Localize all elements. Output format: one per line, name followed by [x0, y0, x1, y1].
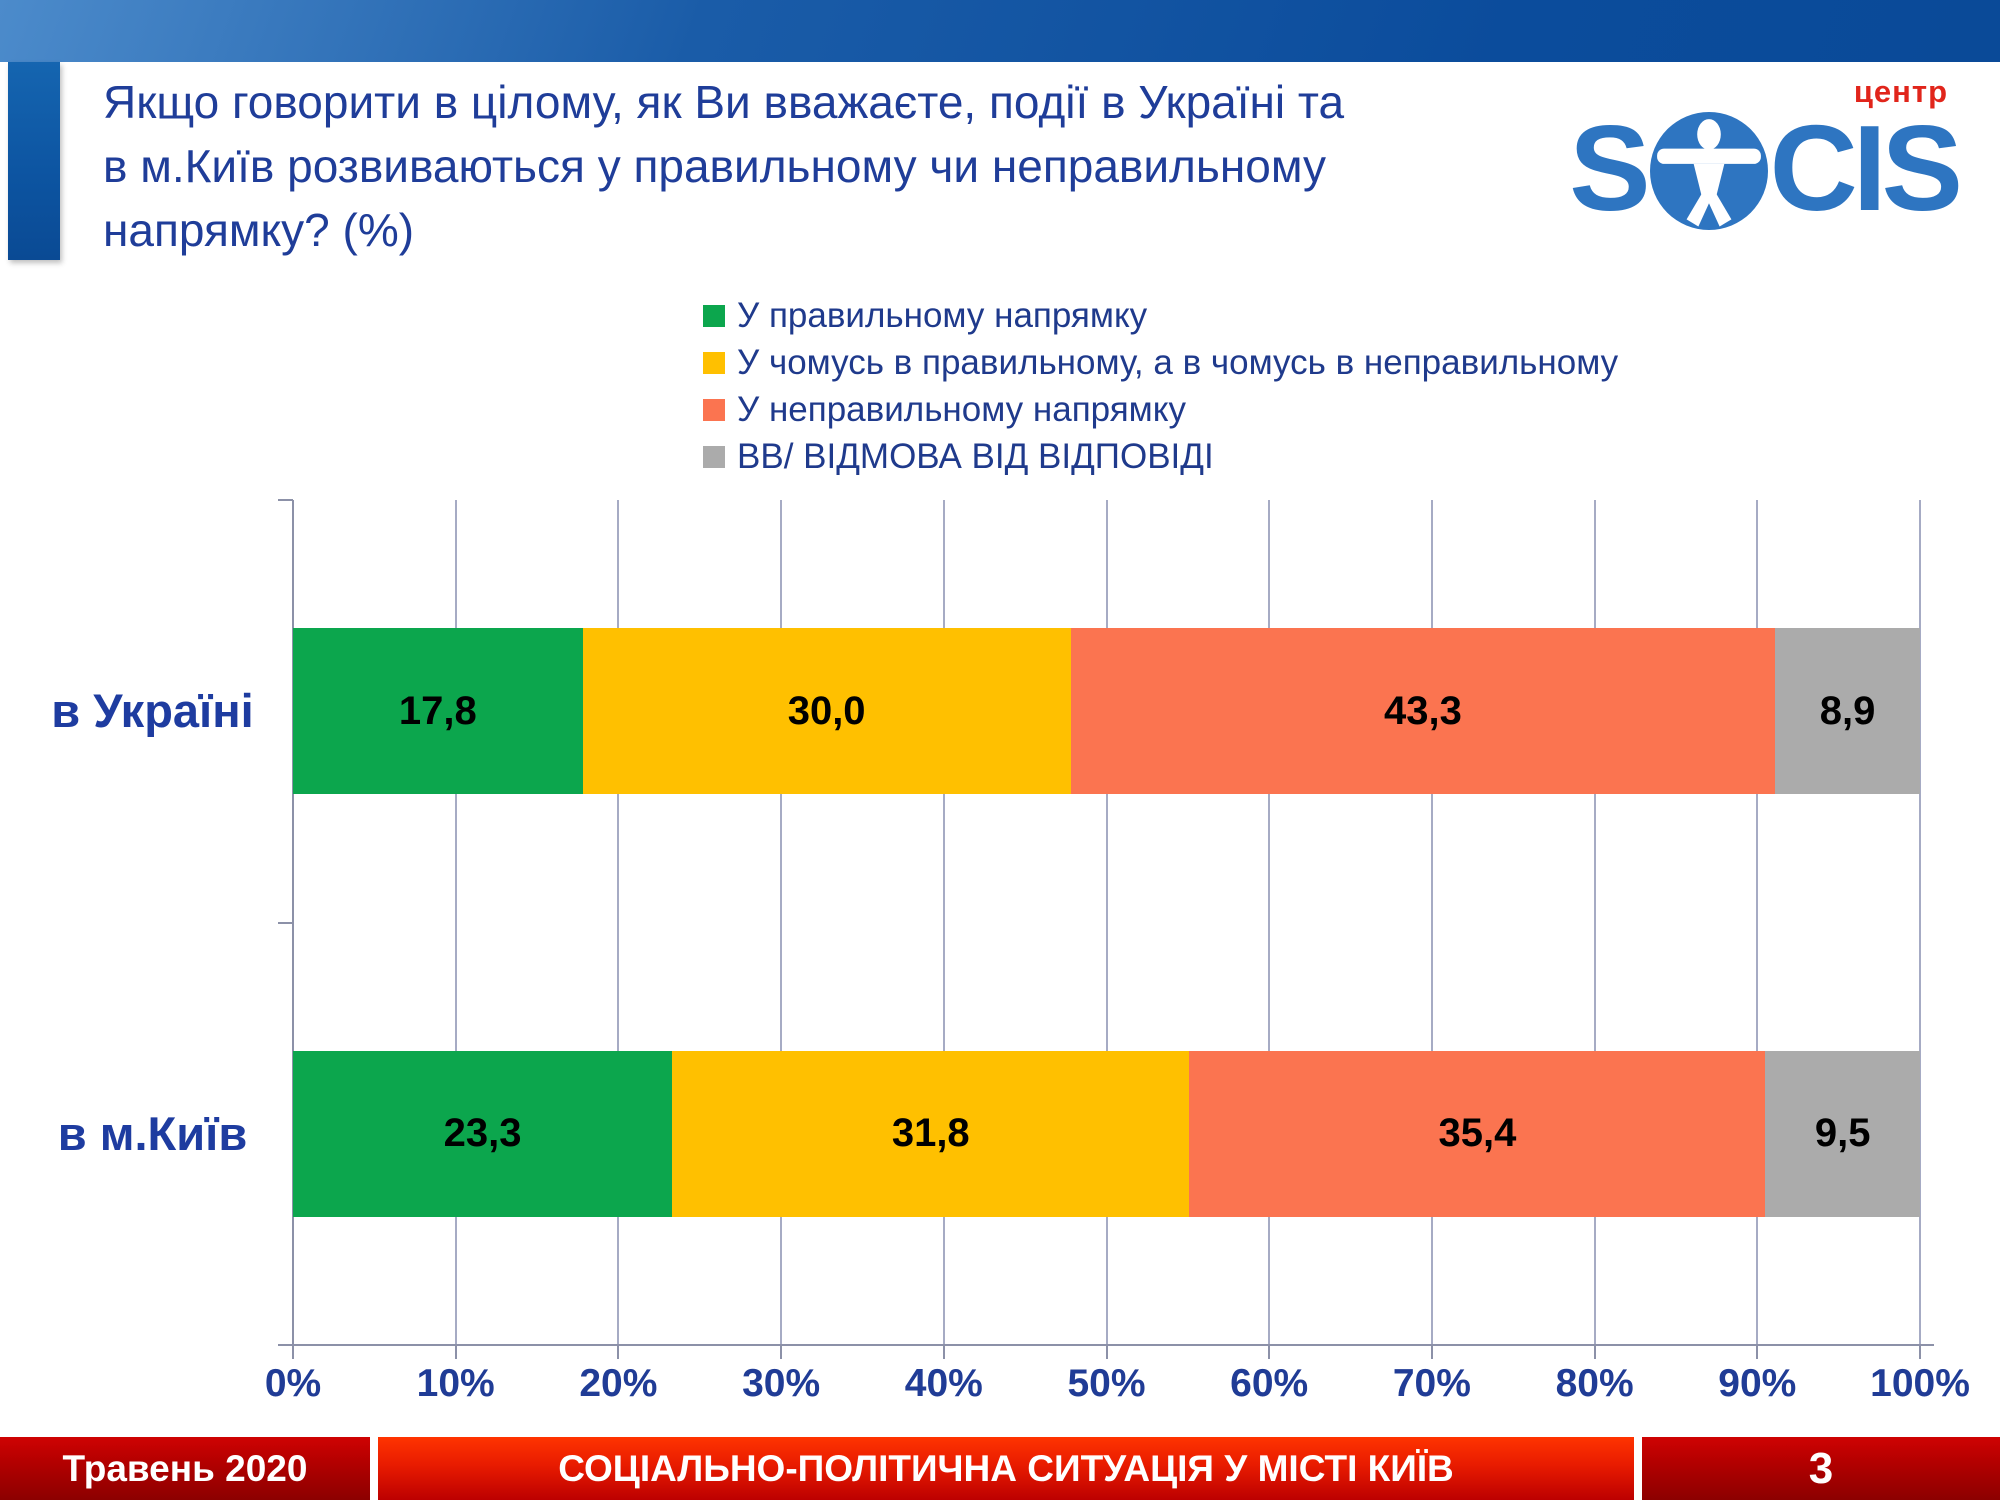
x-axis-tick — [1919, 1346, 1921, 1359]
gridline — [1430, 500, 1433, 1345]
x-axis-tick — [1268, 1346, 1271, 1359]
legend-label: У чомусь в правильному, а в чомусь в неп… — [737, 343, 1619, 382]
legend-label: У правильному напрямку — [737, 296, 1148, 335]
x-tick-label: 80% — [1555, 1362, 1634, 1405]
bar-row: 17,8 30,0 43,3 8,9 — [293, 500, 1920, 923]
gridline — [942, 500, 945, 1345]
gridline — [1756, 500, 1759, 1345]
x-tick-label: 40% — [904, 1362, 983, 1405]
x-axis-tick — [942, 1346, 945, 1359]
bar-segment: 30,0 — [582, 628, 1071, 794]
header-band — [0, 0, 2000, 62]
gridline — [1919, 500, 1921, 1345]
footer-date-label: Травень 2020 — [62, 1447, 308, 1489]
logo-letters-cis: CIS — [1769, 100, 1963, 236]
x-axis-tick — [1756, 1346, 1759, 1359]
category-label: в Україні — [51, 684, 254, 737]
x-tick-label: 90% — [1718, 1362, 1797, 1405]
vitruvian-person-icon — [1649, 112, 1768, 230]
bar-value-label: 23,3 — [443, 1111, 522, 1155]
bar-value-label: 35,4 — [1438, 1111, 1517, 1155]
x-tick-label: 0% — [264, 1362, 322, 1405]
legend-swatch — [703, 352, 725, 374]
gridline — [454, 500, 457, 1345]
logo-wordmark: S CIS — [1569, 100, 1963, 236]
x-tick-label: 100% — [1870, 1362, 1970, 1405]
legend-item: У правильному напрямку — [703, 297, 1618, 335]
bar-value-label: 9,5 — [1814, 1111, 1871, 1155]
footer-title-box: СОЦІАЛЬНО-ПОЛІТИЧНА СИТУАЦІЯ У МІСТІ КИЇ… — [378, 1437, 1634, 1500]
x-axis-tick — [780, 1346, 783, 1359]
x-axis-tick — [1593, 1346, 1596, 1359]
gridline — [617, 500, 620, 1345]
gridline — [292, 500, 294, 1345]
x-tick-label: 10% — [416, 1362, 495, 1405]
bar-segment: 9,5 — [1765, 1050, 1920, 1217]
x-axis-tick — [1430, 1346, 1433, 1359]
category-axis-tick — [278, 921, 293, 924]
category-axis: в Україні в м.Київ — [30, 500, 275, 1345]
title-line-1: Якщо говорити в цілому, як Ви вважаєте, … — [103, 76, 1345, 128]
footer-date-box: Травень 2020 — [0, 1437, 370, 1500]
footer-title-label: СОЦІАЛЬНО-ПОЛІТИЧНА СИТУАЦІЯ У МІСТІ КИЇ… — [558, 1447, 1454, 1489]
stacked-bar: 23,3 31,8 35,4 9,5 — [293, 1050, 1920, 1217]
x-tick-label: 30% — [742, 1362, 821, 1405]
bar-value-label: 17,8 — [398, 688, 477, 733]
bar-segment: 23,3 — [293, 1050, 673, 1217]
x-axis-tick — [454, 1346, 457, 1359]
gridline — [780, 500, 783, 1345]
x-axis-ticks — [292, 1346, 1921, 1360]
x-tick-label: 60% — [1230, 1362, 1309, 1405]
logo-letter-s: S — [1569, 100, 1650, 236]
category-label: в м.Київ — [57, 1106, 248, 1160]
x-axis-line — [279, 1344, 1934, 1346]
logo-tagline: центр — [1853, 74, 1948, 109]
footer-page-box: 3 — [1642, 1437, 2000, 1500]
stacked-bar: 17,8 30,0 43,3 8,9 — [293, 628, 1920, 794]
x-tick-label: 70% — [1392, 1362, 1471, 1405]
title-line-3: напрямку? (%) — [103, 204, 415, 256]
x-axis-tick — [617, 1346, 620, 1359]
chart-legend: У правильному напрямку У чомусь в правиль… — [703, 297, 1618, 485]
bar-value-label: 43,3 — [1384, 688, 1462, 733]
bar-segment: 8,9 — [1775, 628, 1920, 794]
x-axis-labels: 0% 10% 20% 30% 40% 50% 60% 70% 80% 90% 100% — [265, 1362, 1970, 1412]
category-axis-tick — [278, 499, 293, 501]
bar-segment: 35,4 — [1189, 1050, 1766, 1217]
legend-swatch — [703, 446, 725, 468]
bar-value-label: 8,9 — [1819, 688, 1876, 733]
bar-segment: 17,8 — [293, 628, 583, 794]
bar-value-label: 30,0 — [787, 688, 866, 733]
x-tick-label: 20% — [579, 1362, 658, 1405]
title-line-2: в м.Київ розвиваються у правильному чи н… — [103, 140, 1326, 192]
gridline — [1105, 500, 1108, 1345]
socis-logo: центр S CIS — [1569, 74, 1963, 236]
legend-label: ВВ/ ВІДМОВА ВІД ВІДПОВІДІ — [737, 437, 1214, 476]
page-number: 3 — [1808, 1443, 1834, 1493]
page-title: Якщо говорити в цілому, як Ви вважаєте, … — [103, 70, 1344, 262]
legend-swatch — [703, 399, 725, 421]
left-accent-strip — [8, 62, 60, 260]
legend-swatch — [703, 305, 725, 327]
bar-chart-plot-area: 17,8 30,0 43,3 8,9 23,3 31,8 35,4 9,5 — [278, 499, 1921, 1346]
bar-value-label: 31,8 — [891, 1111, 970, 1155]
x-tick-label: 50% — [1067, 1362, 1146, 1405]
x-axis-tick — [292, 1346, 294, 1359]
legend-item: У чомусь в правильному, а в чомусь в неп… — [703, 344, 1618, 382]
bar-row: 23,3 31,8 35,4 9,5 — [293, 923, 1920, 1346]
bar-segment: 31,8 — [672, 1050, 1190, 1217]
bar-segment: 43,3 — [1070, 628, 1776, 794]
legend-item: У неправильному напрямку — [703, 391, 1618, 429]
legend-label: У неправильному напрямку — [737, 390, 1186, 429]
gridline — [1593, 500, 1596, 1345]
gridline — [1268, 500, 1271, 1345]
legend-item: ВВ/ ВІДМОВА ВІД ВІДПОВІДІ — [703, 438, 1618, 476]
x-axis-tick — [1105, 1346, 1108, 1359]
